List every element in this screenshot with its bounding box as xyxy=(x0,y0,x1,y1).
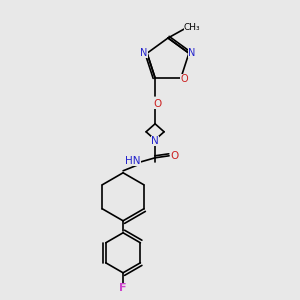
Text: F: F xyxy=(119,283,127,293)
Text: N: N xyxy=(140,48,148,58)
Text: HN: HN xyxy=(125,156,141,166)
Text: O: O xyxy=(180,74,188,84)
Text: N: N xyxy=(151,136,159,146)
Text: O: O xyxy=(170,151,178,161)
Text: N: N xyxy=(188,48,196,58)
Text: O: O xyxy=(153,99,161,109)
Text: CH₃: CH₃ xyxy=(184,23,200,32)
